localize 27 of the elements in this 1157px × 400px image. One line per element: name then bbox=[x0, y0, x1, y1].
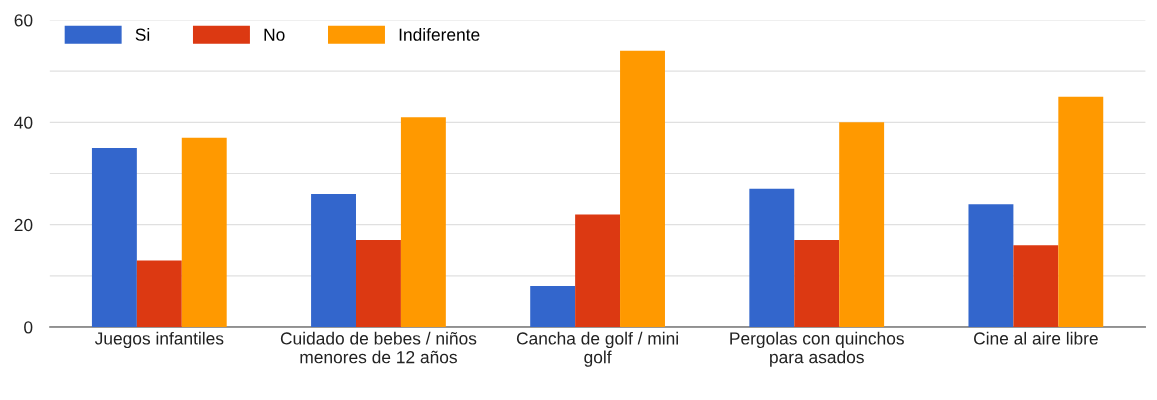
bar bbox=[91, 147, 137, 327]
bar bbox=[1013, 245, 1059, 327]
bar bbox=[839, 122, 885, 327]
x-tick-label: Cine al aire libre bbox=[974, 331, 1098, 345]
y-tick-label: 20 bbox=[14, 218, 33, 232]
bar bbox=[136, 260, 182, 327]
x-tick-label: Juegos infantiles bbox=[94, 331, 224, 349]
x-tick-label: Cuidado de bebes / niños menores de 12 años bbox=[280, 331, 477, 364]
y-tick-label: 40 bbox=[14, 116, 33, 129]
y-tick-label: 0 bbox=[24, 321, 33, 334]
x-tick-label: Cancha de golf / mini golf bbox=[516, 331, 678, 367]
bar bbox=[400, 117, 446, 327]
bar bbox=[575, 214, 621, 327]
bar bbox=[1058, 96, 1104, 327]
bar bbox=[181, 137, 227, 327]
bar bbox=[794, 240, 840, 327]
legend-label: Indiferente bbox=[399, 28, 480, 41]
bar bbox=[968, 204, 1014, 327]
y-tick-label: 60 bbox=[14, 14, 33, 27]
bar bbox=[749, 188, 795, 327]
bar bbox=[311, 193, 356, 327]
bar bbox=[530, 286, 576, 327]
x-tick-label: Pergolas con quinchos para asados bbox=[730, 331, 904, 367]
bar bbox=[355, 240, 401, 327]
legend-label: Si bbox=[135, 28, 150, 41]
bar bbox=[620, 50, 665, 327]
legend-label: No bbox=[264, 28, 285, 41]
